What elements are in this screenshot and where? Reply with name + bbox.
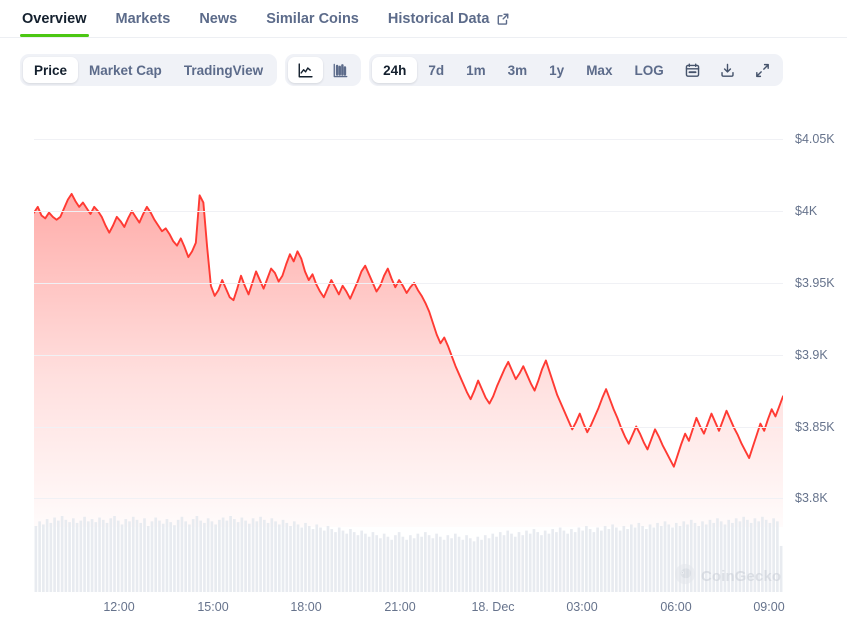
gridline [34, 354, 783, 356]
metric-market-cap-button[interactable]: Market Cap [89, 62, 162, 78]
chart-type-toggle-group [285, 54, 362, 86]
metric-toggle-group: Price Market Cap TradingView [20, 54, 278, 86]
tab-overview[interactable]: Overview [20, 0, 88, 37]
tab-markets-label: Markets [115, 10, 171, 27]
range-navigator[interactable] [34, 512, 783, 592]
gridline [34, 498, 783, 500]
candlestick-chart-icon [332, 62, 349, 79]
fullscreen-button[interactable] [745, 57, 780, 83]
y-axis-tick-label: $3.8K [795, 491, 828, 506]
range-7d-button[interactable]: 7d [428, 62, 445, 78]
expand-icon [754, 62, 771, 79]
time-range-group: 24h 7d 1m 3m 1y Max LOG [369, 54, 783, 86]
x-axis-tick-label: 09:00 [753, 600, 785, 614]
log-scale-button[interactable]: LOG [634, 62, 664, 78]
y-axis-tick-label: $3.95K [795, 275, 835, 290]
x-axis-tick-label: 12:00 [103, 600, 135, 614]
x-axis-tick-label: 18. Dec [471, 600, 515, 614]
x-axis-tick-label: 06:00 [660, 600, 692, 614]
tab-overview-label: Overview [22, 10, 87, 27]
download-button[interactable] [710, 57, 745, 83]
range-max-button[interactable]: Max [586, 62, 613, 78]
gridline [34, 211, 783, 213]
x-axis-tick-label: 21:00 [384, 600, 416, 614]
calendar-button[interactable] [675, 57, 710, 83]
line-chart-icon [297, 62, 314, 79]
range-1y-button[interactable]: 1y [549, 62, 565, 78]
tab-historical-data[interactable]: Historical Data [388, 0, 511, 37]
metric-price-button[interactable]: Price [23, 57, 79, 83]
metric-tradingview-button[interactable]: TradingView [183, 62, 264, 78]
y-axis-tick-label: $3.85K [795, 419, 835, 434]
range-24h-button[interactable]: 24h [372, 57, 418, 83]
x-axis-tick-label: 15:00 [197, 600, 229, 614]
range-3m-button[interactable]: 3m [507, 62, 528, 78]
y-axis-tick-label: $4K [795, 204, 818, 219]
line-chart-button[interactable] [288, 57, 324, 83]
price-chart[interactable]: $4.05K $4K $3.95K $3.9K $3.85K $3.8K 12:00 15:… [0, 95, 847, 628]
price-series [34, 192, 783, 527]
x-axis-tick-label: 03:00 [566, 600, 598, 614]
y-axis-tick-label: $3.9K [795, 347, 828, 362]
gridline [34, 426, 783, 428]
candlestick-chart-button[interactable] [323, 57, 358, 83]
tab-news-label: News [199, 10, 238, 27]
tab-similar-coins[interactable]: Similar Coins [266, 0, 359, 37]
calendar-icon [684, 62, 701, 79]
y-axis-tick-label: $4.05K [795, 132, 835, 147]
gridline [34, 282, 783, 284]
tab-bar: Overview Markets News Similar Coins Hist… [0, 0, 847, 38]
range-1m-button[interactable]: 1m [466, 62, 486, 78]
chart-toolbar: Price Market Cap TradingView [0, 52, 847, 88]
tab-similar-coins-label: Similar Coins [266, 10, 359, 27]
tab-historical-data-label: Historical Data [387, 10, 490, 27]
tab-markets[interactable]: Markets [116, 0, 171, 37]
external-link-icon [496, 12, 510, 26]
x-axis-tick-label: 18:00 [290, 600, 322, 614]
download-icon [719, 62, 736, 79]
tab-news[interactable]: News [199, 0, 237, 37]
gridline [34, 139, 783, 141]
plot-area[interactable] [34, 125, 783, 527]
